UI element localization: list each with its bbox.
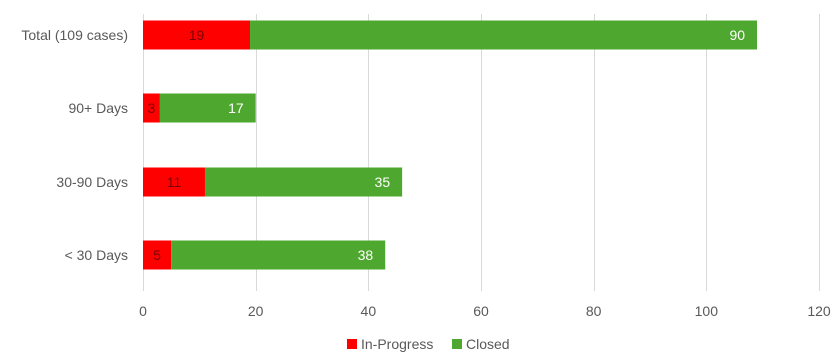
bar-in-progress (143, 240, 172, 270)
bar-in-progress (143, 20, 251, 50)
gridlines (143, 14, 820, 291)
bar-closed (204, 167, 403, 197)
legend-swatch-in-progress (347, 339, 357, 349)
data-label: 38 (358, 247, 374, 263)
bar-closed (159, 93, 256, 123)
x-tick-label: 40 (361, 303, 377, 319)
legend-label: In-Progress (361, 336, 433, 352)
x-tick-label: 20 (248, 303, 264, 319)
data-label: 90 (729, 27, 745, 43)
x-tick-label: 0 (139, 303, 147, 319)
bar-in-progress (143, 93, 160, 123)
bar-in-progress (143, 167, 205, 197)
bar-closed (171, 240, 386, 270)
data-label: 17 (228, 100, 244, 116)
data-labels: 19 90 3 17 11 35 5 38 (148, 27, 746, 263)
y-category-label: 90+ Days (68, 100, 128, 116)
data-label: 19 (189, 27, 205, 43)
data-label: 11 (167, 174, 182, 190)
y-category-label: 30-90 Days (56, 174, 128, 190)
data-label: 35 (375, 174, 391, 190)
x-tick-label: 120 (807, 303, 831, 319)
legend-label: Closed (466, 336, 510, 352)
bars (143, 20, 758, 270)
legend: In-Progress Closed (347, 336, 510, 352)
x-tick-label: 60 (473, 303, 489, 319)
data-label: 3 (148, 100, 156, 116)
data-label: 5 (153, 247, 161, 263)
x-tick-label: 80 (586, 303, 602, 319)
y-category-label: Total (109 cases) (21, 27, 128, 43)
y-category-label: < 30 Days (65, 247, 128, 263)
bar-closed (250, 20, 758, 50)
axes: 0 20 40 60 80 100 120 Total (109 cases) 90+ Days… (21, 27, 831, 319)
legend-swatch-closed (452, 339, 462, 349)
x-tick-label: 100 (695, 303, 719, 319)
